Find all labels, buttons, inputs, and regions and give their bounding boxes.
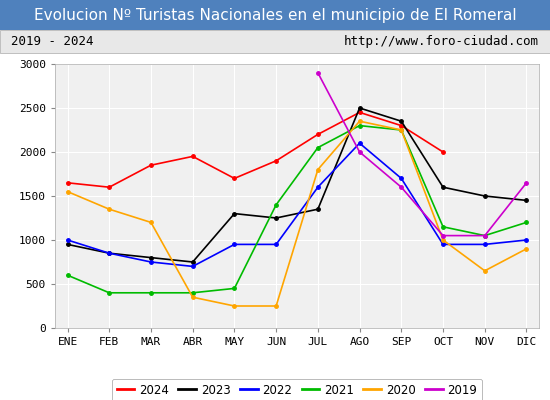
2022 (64, 238, 71, 242)
2022 (106, 251, 113, 256)
2020 (106, 207, 113, 212)
Line: 2023: 2023 (66, 106, 528, 264)
2020 (356, 119, 363, 124)
2021 (147, 290, 154, 295)
2022 (231, 242, 238, 247)
2022 (481, 242, 488, 247)
2021 (440, 224, 447, 229)
2022 (315, 185, 321, 190)
2024 (315, 132, 321, 137)
2023 (523, 198, 530, 203)
2021 (523, 220, 530, 225)
2019 (356, 150, 363, 154)
2023 (315, 207, 321, 212)
2022 (523, 238, 530, 242)
2020 (481, 268, 488, 273)
2020 (440, 238, 447, 242)
2021 (64, 273, 71, 278)
Line: 2024: 2024 (66, 111, 445, 189)
2024 (273, 158, 279, 163)
Text: 2019 - 2024: 2019 - 2024 (11, 35, 94, 48)
2021 (315, 145, 321, 150)
2021 (273, 202, 279, 207)
Text: http://www.foro-ciudad.com: http://www.foro-ciudad.com (344, 35, 539, 48)
2021 (231, 286, 238, 291)
2019 (523, 180, 530, 185)
2024 (147, 163, 154, 168)
2023 (398, 119, 405, 124)
2020 (523, 246, 530, 251)
Line: 2021: 2021 (66, 124, 528, 294)
2020 (273, 304, 279, 308)
2023 (231, 211, 238, 216)
2020 (64, 189, 71, 194)
2023 (356, 106, 363, 110)
2024 (106, 185, 113, 190)
2021 (106, 290, 113, 295)
2022 (356, 141, 363, 146)
Legend: 2024, 2023, 2022, 2021, 2020, 2019: 2024, 2023, 2022, 2021, 2020, 2019 (112, 379, 482, 400)
2019 (315, 70, 321, 75)
2022 (440, 242, 447, 247)
2020 (231, 304, 238, 308)
2020 (189, 295, 196, 300)
2021 (356, 123, 363, 128)
2023 (64, 242, 71, 247)
2022 (189, 264, 196, 269)
2024 (398, 123, 405, 128)
2019 (481, 233, 488, 238)
2022 (147, 260, 154, 264)
2021 (189, 290, 196, 295)
2024 (64, 180, 71, 185)
2024 (356, 110, 363, 115)
2023 (106, 251, 113, 256)
2023 (481, 194, 488, 198)
2021 (398, 128, 405, 132)
2021 (481, 233, 488, 238)
Line: 2022: 2022 (66, 142, 528, 268)
2022 (398, 176, 405, 181)
2023 (273, 216, 279, 220)
Line: 2019: 2019 (316, 71, 528, 237)
2023 (189, 260, 196, 264)
2023 (147, 255, 154, 260)
Line: 2020: 2020 (66, 120, 528, 308)
2020 (315, 167, 321, 172)
2024 (189, 154, 196, 159)
2020 (147, 220, 154, 225)
2019 (440, 233, 447, 238)
2023 (440, 185, 447, 190)
2022 (273, 242, 279, 247)
2024 (440, 150, 447, 154)
2024 (231, 176, 238, 181)
Text: Evolucion Nº Turistas Nacionales en el municipio de El Romeral: Evolucion Nº Turistas Nacionales en el m… (34, 8, 516, 23)
2019 (398, 185, 405, 190)
2020 (398, 128, 405, 132)
